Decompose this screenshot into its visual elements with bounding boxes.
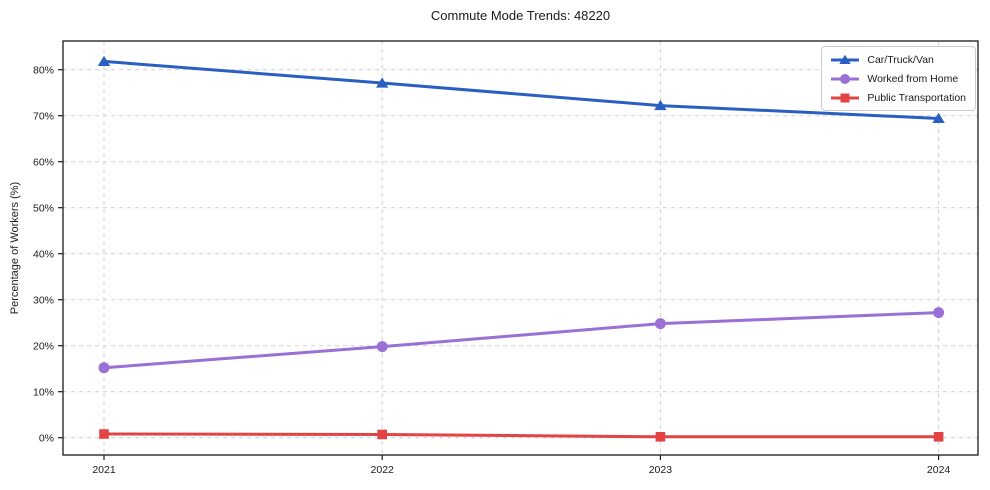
x-tick-label: 2022 [371, 464, 395, 476]
legend-entry-car-truck-van: Car/Truck/Van [830, 52, 966, 67]
x-tick-label: 2024 [927, 464, 951, 476]
y-tick-label: 70% [33, 110, 54, 122]
series-marker-square [377, 429, 387, 440]
legend-entry-worked-from-home: Worked from Home [830, 71, 966, 86]
legend-marker-circle-icon [831, 73, 860, 84]
series-marker-square [99, 429, 109, 439]
series-marker-circle [933, 307, 945, 319]
y-tick-label: 0% [39, 432, 54, 444]
plot-frame [62, 40, 979, 456]
x-tick-label: 2023 [649, 464, 673, 476]
series-marker-square [933, 431, 944, 442]
y-tick-label: 40% [33, 248, 54, 260]
series-marker-circle [98, 362, 110, 374]
series-marker-triangle [654, 99, 667, 111]
y-tick-label: 80% [33, 64, 54, 76]
series-line-car-truck-van [102, 59, 941, 120]
series-line-public-transportation [102, 432, 941, 439]
legend-marker-triangle-icon [831, 54, 860, 64]
series-line-worked-from-home [102, 311, 941, 370]
y-tick-label: 50% [33, 202, 54, 214]
series-marker-triangle [97, 55, 111, 67]
y-tick-label: 20% [33, 340, 54, 352]
series-marker-circle [376, 341, 388, 353]
series-marker-square [655, 431, 666, 442]
y-tick-label: 60% [33, 156, 54, 168]
series-marker-triangle [376, 77, 389, 88]
y-tick-label: 30% [33, 294, 54, 306]
y-tick-label: 10% [33, 386, 54, 398]
series-marker-circle [654, 318, 666, 330]
legend-label: Worked from Home [867, 72, 959, 85]
x-tick-label: 2021 [92, 464, 116, 476]
legend-label: Car/Truck/Van [867, 53, 934, 66]
chart-title: Commute Mode Trends: 48220 [430, 8, 611, 23]
legend-marker-square-icon [831, 93, 860, 102]
legend-entry-public-transportation: Public Transportation [830, 90, 966, 105]
legend: Car/Truck/Van Worked from Home Public Tran… [821, 46, 976, 111]
series-marker-triangle [932, 112, 945, 124]
legend-label: Public Transportation [867, 91, 966, 104]
